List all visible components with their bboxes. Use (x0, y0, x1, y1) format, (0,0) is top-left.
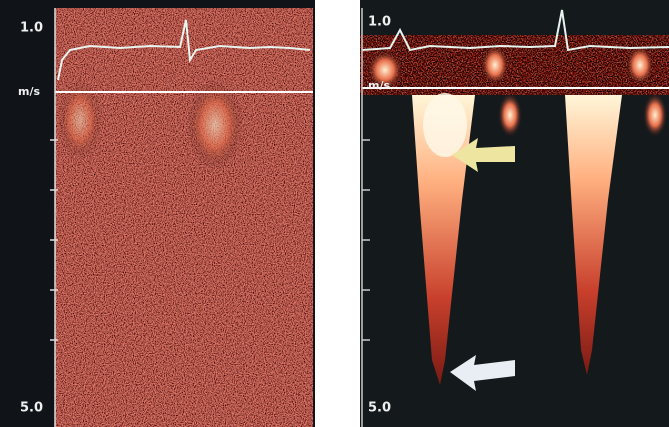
flow-blob (643, 93, 667, 137)
unit-label: m/s (368, 79, 390, 92)
left-spectrum (55, 8, 313, 427)
axis-ticks (50, 8, 58, 427)
arrow-white (450, 355, 515, 391)
flow-blob (481, 45, 509, 85)
scale-bottom: 5.0 (368, 401, 391, 416)
right-upper-flow (360, 35, 669, 95)
flow-blob (626, 45, 654, 85)
scale-bottom: 5.0 (20, 401, 43, 416)
flow-envelope (412, 95, 475, 385)
scale-top: 1.0 (20, 21, 43, 36)
ecg-trace (361, 9, 669, 52)
ecg-trace (57, 19, 311, 81)
peak-flow (423, 93, 467, 157)
flow-envelope (565, 95, 622, 375)
left-flow (58, 80, 102, 160)
flow-blob (367, 50, 403, 90)
unit-label: m/s (18, 85, 40, 98)
left-flow (187, 80, 243, 170)
axis-ticks (361, 8, 370, 427)
scale-top: 1.0 (368, 15, 391, 30)
divider (315, 0, 360, 427)
flow-blob (498, 93, 522, 137)
arrow-yellow (452, 138, 515, 172)
